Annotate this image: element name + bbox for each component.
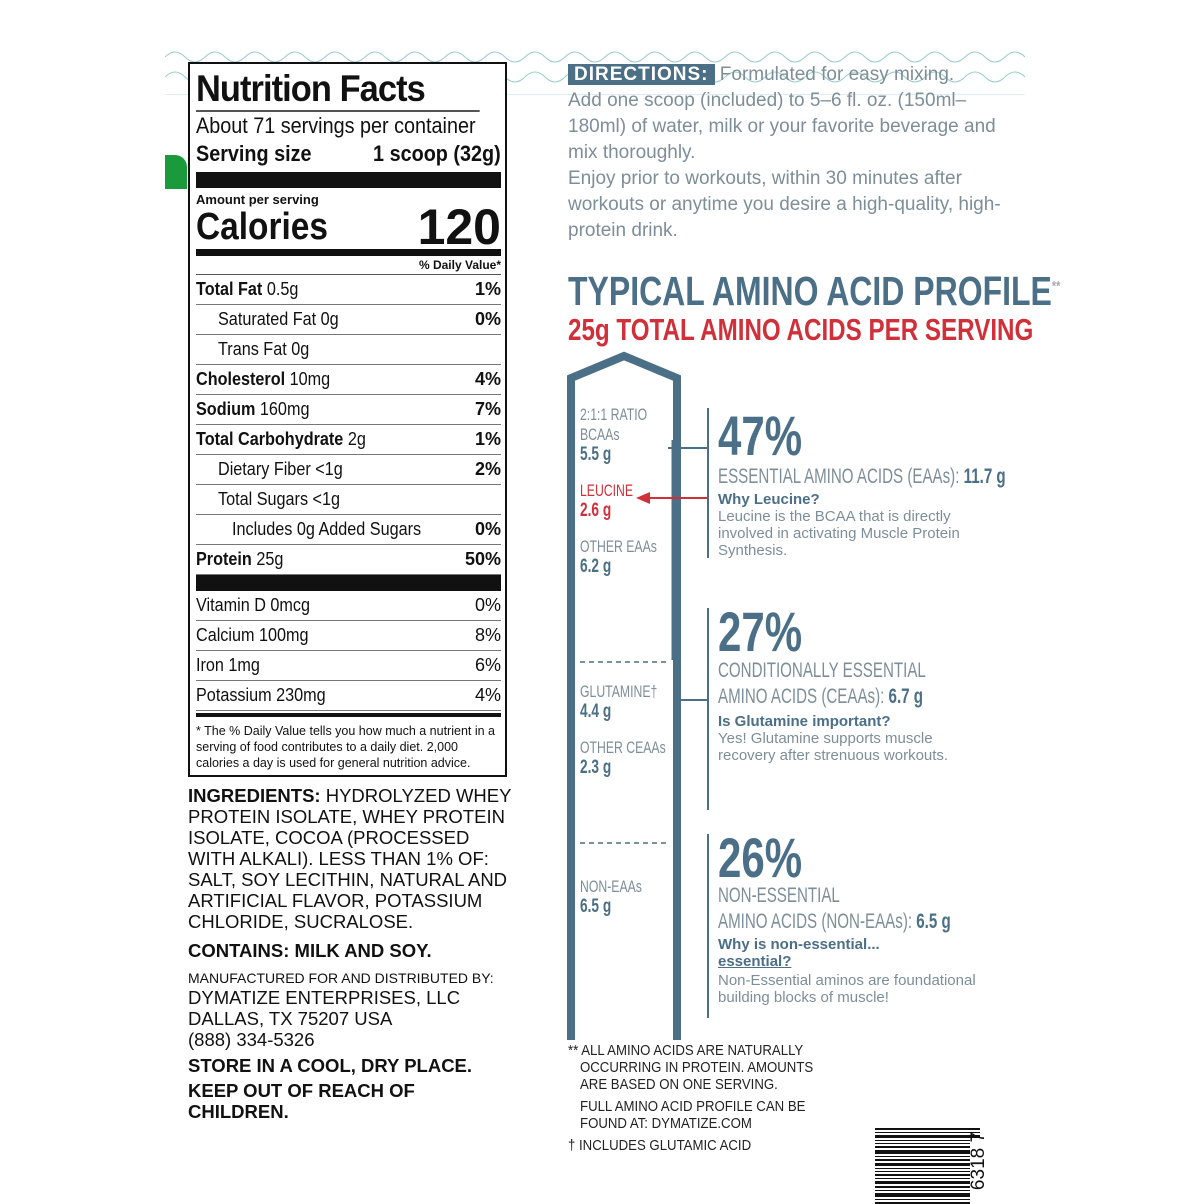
- barcode-bar: [875, 1186, 970, 1188]
- ceaa-category: CONDITIONALLY ESSENTIAL AMINO ACIDS (CEAA…: [718, 659, 926, 708]
- eaa-category: ESSENTIAL AMINO ACIDS (EAAs): 11.7 g: [718, 465, 1006, 488]
- ceaa-percent: 27%: [718, 600, 803, 663]
- amino-footnote-2: OCCURRING IN PROTEIN. AMOUNTS: [580, 1059, 814, 1076]
- barcode-digits: 6318 7: [968, 1131, 990, 1191]
- recycle-icon: [165, 155, 187, 189]
- calories: Calories 120: [196, 199, 501, 255]
- amino-footnote-3: ARE BASED ON ONE SERVING.: [580, 1076, 778, 1093]
- arrow-head-icon: [636, 492, 650, 504]
- barcode-bar: [875, 1163, 970, 1166]
- ingredients: INGREDIENTS: HYDROLYZED WHEY PROTEIN ISO…: [188, 785, 512, 932]
- barcode: [875, 1128, 980, 1204]
- other-eaas-label: OTHER EAAs 6.2 g: [580, 537, 657, 577]
- nutrition-facts-panel: Nutrition Facts About 71 servings per co…: [188, 62, 507, 777]
- servings-per-container: About 71 servings per container: [196, 113, 476, 138]
- nutrient-row: Total Fat 0.5g 1%: [196, 275, 501, 305]
- barcode-bar: [875, 1193, 970, 1197]
- neaa-question: Why is non-essential... essential?: [718, 936, 880, 970]
- amino-footnote-6: † INCLUDES GLUTAMIC ACID: [568, 1137, 752, 1154]
- other-ceaas-label: OTHER CEAAs 2.3 g: [580, 738, 666, 778]
- barcode-bar: [875, 1135, 980, 1138]
- eaa-question: Why Leucine?: [718, 491, 820, 508]
- amino-footnote-4: FULL AMINO ACID PROFILE CAN BE: [580, 1098, 806, 1115]
- barcode-bar: [875, 1132, 980, 1133]
- ceaa-answer: Yes! Glutamine supports muscle recovery …: [718, 730, 949, 764]
- neaa-percent: 26%: [718, 826, 803, 889]
- barcode-bar: [875, 1190, 970, 1191]
- serving-size: Serving size 1 scoop (32g): [196, 141, 501, 166]
- divider: [196, 713, 501, 717]
- neaa-category: NON-ESSENTIAL AMINO ACIDS (NON-EAAs): 6.5…: [718, 884, 951, 933]
- nutrition-facts-title: Nutrition Facts: [196, 68, 480, 112]
- nutrient-rows: Total Fat 0.5g 1% Saturated Fat 0g 0% Tran…: [196, 275, 501, 575]
- daily-value-header: % Daily Value*: [196, 256, 501, 275]
- vitamin-row: Potassium 230mg 4%: [196, 681, 501, 711]
- allergen-statement: CONTAINS: MILK AND SOY.: [188, 940, 432, 961]
- ceaa-question: Is Glutamine important?: [718, 713, 891, 730]
- barcode-bar: [875, 1146, 970, 1148]
- nutrient-row: Protein 25g 50%: [196, 545, 501, 575]
- divider: [196, 575, 501, 591]
- glutamine-label: GLUTAMINE† 4.4 g: [580, 682, 658, 722]
- amino-title: TYPICAL AMINO ACID PROFILE**: [568, 268, 1061, 314]
- vitamin-row: Vitamin D 0mcg 0%: [196, 591, 501, 621]
- vitamin-rows: Vitamin D 0mcg 0% Calcium 100mg 8% Iron 1mg 6…: [196, 591, 501, 711]
- manufacturer-label: MANUFACTURED FOR AND DISTRIBUTED BY:: [188, 970, 494, 986]
- vitamin-row: Iron 1mg 6%: [196, 651, 501, 681]
- children-warning: KEEP OUT OF REACH OF CHILDREN.: [188, 1080, 415, 1122]
- non-eaas-label: NON-EAAs 6.5 g: [580, 877, 642, 917]
- nutrient-row: Total Sugars <1g: [196, 485, 501, 515]
- nutrient-row: Dietary Fiber <1g 2%: [196, 455, 501, 485]
- barcode-bar: [875, 1140, 970, 1141]
- nutrient-row: Saturated Fat 0g 0%: [196, 305, 501, 335]
- divider: [196, 249, 501, 256]
- amino-footnote-5: FOUND AT: DYMATIZE.COM: [580, 1115, 752, 1132]
- barcode-bar: [875, 1181, 970, 1184]
- barcode-bar: [875, 1178, 970, 1179]
- directions-badge: DIRECTIONS:: [568, 64, 715, 85]
- amino-column-diagram: [567, 351, 709, 1040]
- leucine-label: LEUCINE 2.6 g: [580, 481, 634, 521]
- barcode-bar: [875, 1171, 970, 1172]
- nutrient-row: Sodium 160mg 7%: [196, 395, 501, 425]
- barcode-bar: [875, 1150, 970, 1154]
- barcode-bar: [875, 1143, 970, 1144]
- barcode-bar: [875, 1128, 980, 1130]
- barcode-bar: [875, 1156, 970, 1157]
- storage-note: STORE IN A COOL, DRY PLACE.: [188, 1055, 473, 1076]
- vitamin-row: Calcium 100mg 8%: [196, 621, 501, 651]
- daily-value-footnote: * The % Daily Value tells you how much a…: [196, 724, 495, 770]
- nutrient-row: Total Carbohydrate 2g 1%: [196, 425, 501, 455]
- nutrient-row: Includes 0g Added Sugars 0%: [196, 515, 501, 545]
- manufacturer-name: DYMATIZE ENTERPRISES, LLC: [188, 987, 461, 1008]
- nutrient-row: Trans Fat 0g: [196, 335, 501, 365]
- amino-subtitle: 25g TOTAL AMINO ACIDS PER SERVING: [568, 312, 1034, 347]
- manufacturer-city: DALLAS, TX 75207 USA: [188, 1008, 393, 1029]
- manufacturer-phone: (888) 334-5326: [188, 1029, 315, 1050]
- amount-per-serving: Amount per serving: [196, 192, 319, 207]
- amino-footnote-1: ** ALL AMINO ACIDS ARE NATURALLY: [568, 1042, 804, 1059]
- barcode-bar: [875, 1168, 970, 1169]
- nutrient-row: Cholesterol 10mg 4%: [196, 365, 501, 395]
- eaa-percent: 47%: [718, 404, 803, 467]
- barcode-bar: [875, 1159, 970, 1161]
- neaa-answer: Non-Essential aminos are foundational bu…: [718, 972, 976, 1006]
- bcaa-label: 2:1:1 RATIO BCAAs 5.5 g: [580, 405, 648, 465]
- eaa-answer: Leucine is the BCAA that is directly inv…: [718, 508, 960, 559]
- left-column: Nutrition Facts About 71 servings per co…: [188, 62, 518, 1122]
- divider: [196, 172, 501, 188]
- barcode-bar: [875, 1174, 970, 1176]
- directions: DIRECTIONS: Formulated for easy mixing. …: [568, 64, 1001, 241]
